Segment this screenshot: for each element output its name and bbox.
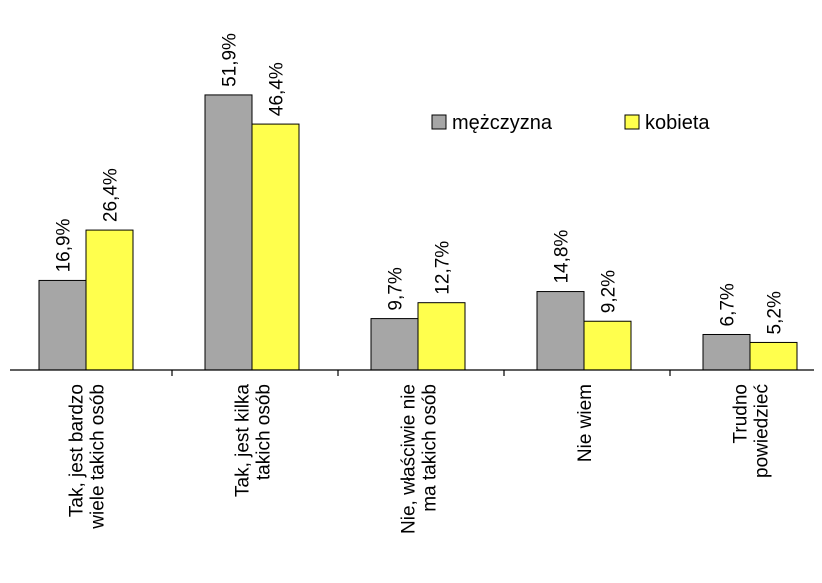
legend-label: kobieta [645, 112, 710, 134]
legend: mężczyzna kobieta [431, 112, 710, 134]
bar-series2-cat4 [583, 320, 632, 371]
bar-series2-cat3 [417, 302, 466, 371]
x-axis: Tak, jest bardzo wiele takich osób Tak, je… [10, 369, 814, 534]
bar-series1-cat3 [370, 318, 419, 371]
legend-swatch [431, 114, 447, 130]
data-label: 26,4% [101, 168, 122, 222]
data-label: 6,7% [718, 283, 739, 326]
x-tick-label: takich osób [254, 384, 275, 480]
data-label: 9,2% [599, 270, 620, 313]
bar-series2-cat5 [749, 341, 798, 371]
bar-series1-cat4 [536, 291, 585, 371]
x-tick-label: Tak, jest kilka [233, 384, 254, 497]
data-label: 9,7% [386, 267, 407, 310]
legend-label: mężczyzna [452, 112, 553, 134]
x-tick-label: Trudno [731, 384, 752, 444]
data-labels-layer: 16,9% 26,4% 51,9% 46,4% 9,7% 12,7% 14,8% 9,2% 6,… [54, 33, 786, 334]
x-tick-label: Tak, jest bardzo [67, 384, 88, 517]
data-label: 51,9% [220, 33, 241, 87]
x-tick-label: ma takich osób [420, 384, 441, 512]
x-tick-label: Nie, właściwie nie [399, 384, 420, 534]
legend-swatch [624, 114, 640, 130]
bars-layer [38, 94, 798, 371]
bar-series1-cat1 [38, 279, 87, 371]
x-tick-label: wiele takich osób [88, 384, 109, 530]
x-tick-label: Nie wiem [575, 384, 596, 462]
data-label: 16,9% [54, 218, 75, 272]
x-tick-label: powiedzieć [752, 384, 773, 478]
data-label: 12,7% [433, 241, 454, 295]
data-label: 5,2% [765, 291, 786, 334]
bar-series2-cat2 [251, 123, 300, 371]
bar-series2-cat1 [85, 229, 134, 371]
data-label: 46,4% [267, 62, 288, 116]
bar-series1-cat5 [702, 333, 751, 371]
bar-series1-cat2 [204, 94, 253, 371]
data-label: 14,8% [552, 230, 573, 284]
